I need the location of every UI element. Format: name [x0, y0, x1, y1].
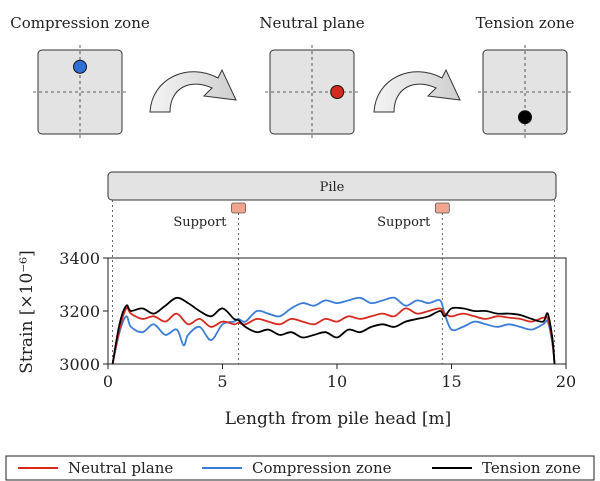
- cross-sections: Compression zone Neutral plane Tension z…: [10, 14, 575, 139]
- y-axis-label: Strain [×10⁻⁶]: [17, 250, 37, 373]
- series-line-neutral-plane: [111, 306, 556, 364]
- legend-box: [5, 455, 595, 481]
- compression-marker: [73, 59, 87, 74]
- legend-label: Compression zone: [252, 459, 392, 477]
- legend-label: Neutral plane: [68, 459, 173, 477]
- pile-label: Pile: [320, 180, 345, 195]
- x-axis-label: Length from pile head [m]: [225, 409, 452, 429]
- support-marker: [231, 202, 246, 214]
- legend: Neutral plane Compression zone Tension zon…: [5, 455, 595, 481]
- strain-chart: 0 5 10 15 20 3000 3200 3400 Length from pile he…: [17, 249, 576, 429]
- zone-label-compression: Compression zone: [10, 14, 150, 32]
- y-tick-label: 3400: [59, 249, 100, 268]
- series-line-tension-zone: [111, 296, 556, 364]
- transition-arrow-2: [373, 68, 461, 113]
- pile-diagram: Pile Support Support: [107, 171, 557, 364]
- x-tick-label: 5: [217, 372, 227, 391]
- y-tick-label: 3000: [59, 355, 100, 374]
- zone-label-tension: Tension zone: [476, 14, 575, 32]
- x-tick-label: 0: [103, 372, 113, 391]
- legend-label: Tension zone: [482, 459, 581, 477]
- cross-section-compression: [37, 49, 123, 135]
- transition-arrow-1: [149, 68, 237, 113]
- cross-section-neutral: [269, 49, 355, 135]
- cross-section-tension: [482, 49, 568, 135]
- support-label: Support: [377, 215, 431, 230]
- tension-marker: [518, 110, 532, 125]
- support-marker: [434, 202, 450, 214]
- series-line-compression-zone: [111, 296, 556, 364]
- x-tick-label: 15: [441, 372, 461, 391]
- x-tick-label: 20: [556, 372, 576, 391]
- support-label: Support: [173, 215, 227, 230]
- neutral-marker: [330, 85, 345, 99]
- pile-bar: [107, 171, 557, 201]
- x-tick-label: 10: [327, 372, 347, 391]
- plot-frame: [107, 257, 567, 365]
- y-tick-label: 3200: [59, 302, 100, 321]
- zone-label-neutral: Neutral plane: [259, 14, 364, 32]
